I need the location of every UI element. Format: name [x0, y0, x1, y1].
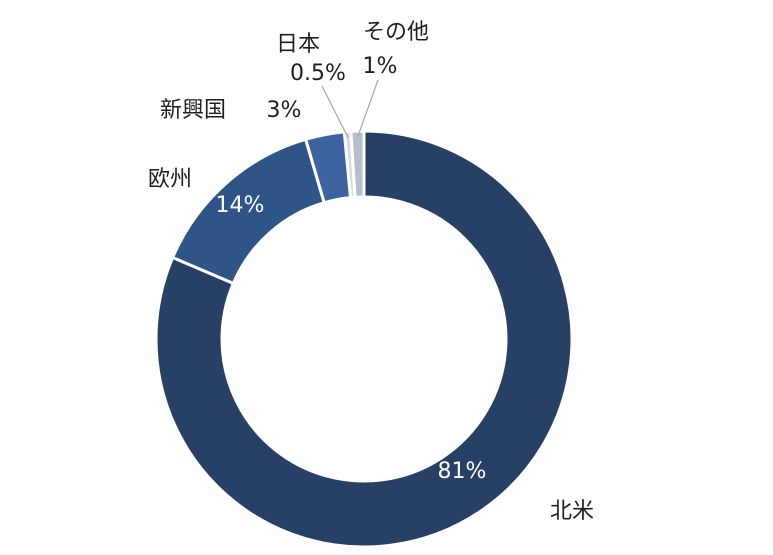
- value-label-hokubei: 81%: [438, 459, 487, 484]
- slice-5: [349, 129, 366, 199]
- category-label-nihon: 日本: [276, 32, 320, 57]
- leader-line-nihon: [321, 85, 349, 138]
- slices-group: [154, 129, 574, 549]
- leader-line-sonota: [357, 79, 379, 138]
- category-label-oushu: 欧州: [148, 167, 192, 192]
- value-label-oushu: 14%: [216, 193, 265, 218]
- category-label-shinkoukoku: 新興国: [160, 98, 226, 123]
- value-label-nihon: 0.5%: [290, 61, 346, 86]
- leader-lines-group: [321, 79, 379, 138]
- slice-1: [154, 129, 574, 549]
- value-label-shinkoukoku: 3%: [267, 98, 302, 123]
- category-label-hokubei: 北米: [550, 499, 594, 524]
- labels-group: 81% 北米 欧州 14% 新興国 3% 日本 0.5% その他 1%: [148, 20, 594, 524]
- category-label-sonota: その他: [363, 20, 429, 45]
- value-label-sonota: 1%: [363, 54, 398, 79]
